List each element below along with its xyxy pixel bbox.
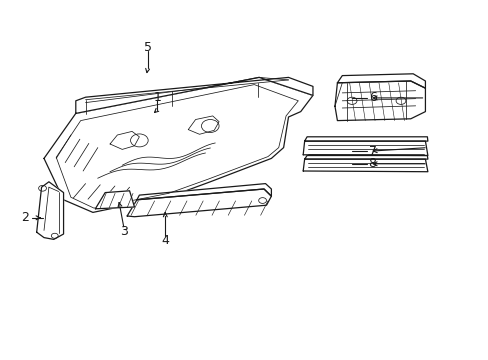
- Polygon shape: [334, 81, 425, 121]
- Text: 1: 1: [153, 91, 161, 104]
- Text: 5: 5: [143, 41, 151, 54]
- Polygon shape: [303, 159, 427, 172]
- Polygon shape: [337, 74, 425, 88]
- Text: 3: 3: [120, 225, 127, 238]
- Text: 6: 6: [368, 91, 376, 104]
- Polygon shape: [76, 77, 312, 113]
- Polygon shape: [37, 182, 63, 239]
- Text: 4: 4: [161, 234, 169, 247]
- Polygon shape: [95, 191, 134, 209]
- Polygon shape: [303, 141, 427, 156]
- Polygon shape: [304, 137, 427, 141]
- Text: 8: 8: [368, 157, 376, 170]
- Polygon shape: [304, 156, 427, 159]
- Text: 7: 7: [368, 145, 376, 158]
- Text: 2: 2: [21, 211, 29, 224]
- Polygon shape: [127, 189, 271, 217]
- Polygon shape: [137, 184, 271, 200]
- Polygon shape: [44, 77, 312, 212]
